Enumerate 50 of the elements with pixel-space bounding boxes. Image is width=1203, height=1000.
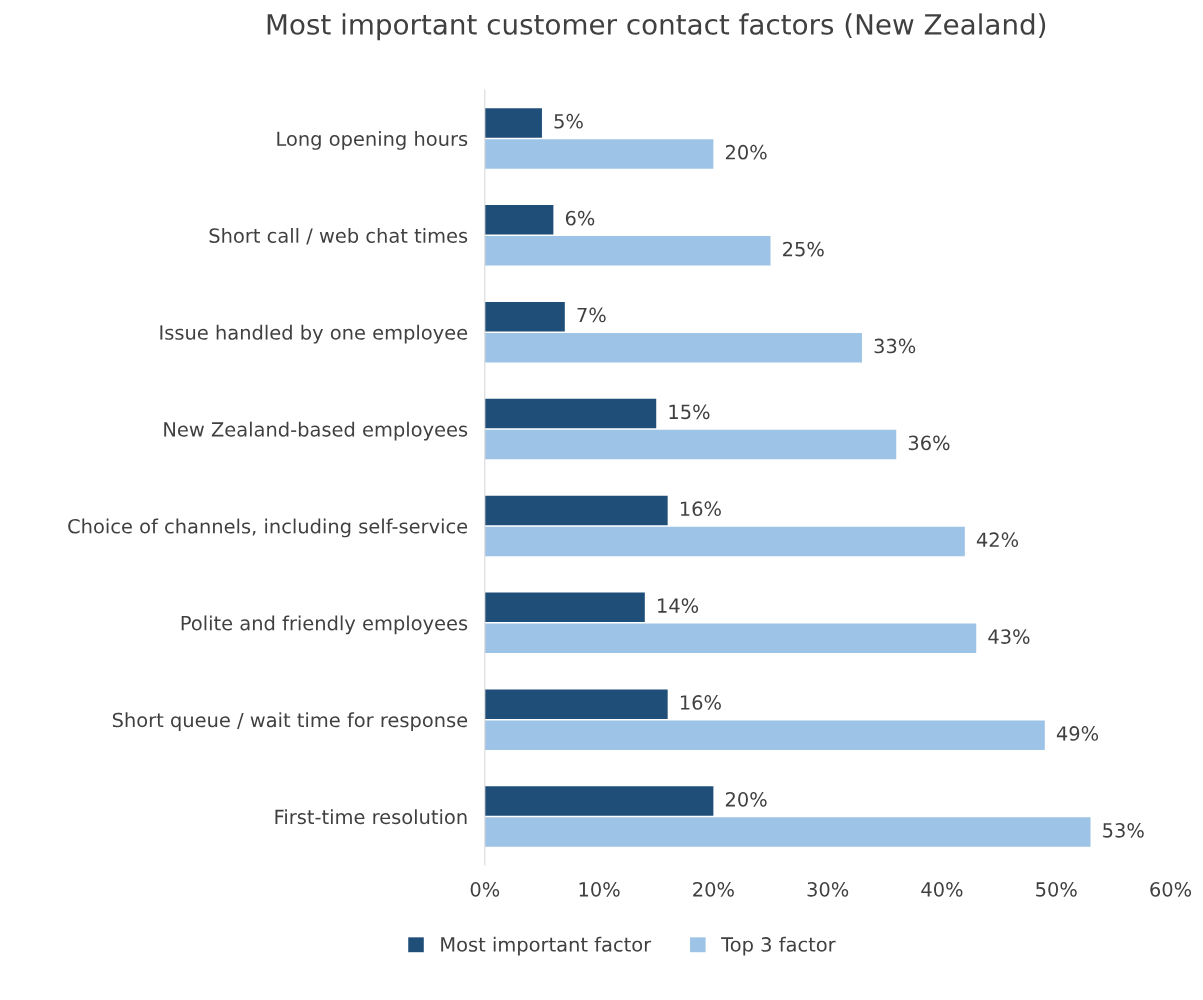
- data-label: 25%: [783, 241, 824, 257]
- data-label: 20%: [725, 144, 767, 160]
- data-label: 5%: [554, 113, 583, 129]
- bar: [484, 720, 1045, 750]
- x-tick-label: 40%: [921, 882, 963, 897]
- bar: [484, 689, 668, 719]
- chart-title: Most important customer contact factors (New Zealand): [267, 13, 1046, 41]
- data-label: 14%: [658, 598, 699, 613]
- y-tick-label: Choice of channels, including self-service: [68, 518, 468, 538]
- y-tick-label: Issue handled by one employee: [160, 324, 468, 344]
- bar: [484, 786, 714, 816]
- x-tick-label: 60%: [1150, 882, 1192, 897]
- data-label: 53%: [1103, 823, 1144, 838]
- bar: [484, 398, 657, 429]
- bar: [484, 526, 965, 557]
- y-tick-label: Short call / web chat times: [209, 227, 468, 245]
- bar: [484, 139, 714, 169]
- bar: [484, 817, 1091, 847]
- data-label: 16%: [680, 695, 721, 710]
- y-tick-label: Short queue / wait time for response: [112, 712, 468, 732]
- y-tick-label: New Zealand-based employees: [164, 421, 468, 441]
- legend-label: Most important factor: [441, 936, 652, 956]
- data-label: 43%: [988, 629, 1030, 644]
- data-label: 42%: [976, 532, 1019, 548]
- data-label: 16%: [680, 501, 721, 517]
- data-label: 15%: [669, 404, 710, 420]
- data-label: 20%: [725, 792, 767, 807]
- bar: [484, 592, 645, 623]
- bar: [484, 236, 771, 266]
- bar: [484, 205, 554, 235]
- x-tick-label: 10%: [579, 882, 620, 897]
- legend-label: Top 3 factor: [721, 936, 836, 956]
- y-tick-label: First-time resolution: [275, 809, 467, 825]
- data-label: 36%: [908, 435, 950, 451]
- x-tick-label: 20%: [693, 882, 734, 897]
- data-label: 7%: [577, 307, 606, 323]
- bar: [484, 108, 542, 138]
- y-tick-label: Long opening hours: [277, 131, 468, 150]
- x-tick-label: 0%: [470, 882, 500, 897]
- bar: [484, 332, 862, 363]
- x-tick-label: 30%: [807, 882, 849, 897]
- y-tick-label: Polite and friendly employees: [181, 615, 468, 635]
- x-tick-label: 50%: [1036, 882, 1077, 897]
- bar: [484, 495, 668, 526]
- data-label: 33%: [874, 338, 916, 354]
- bar: [484, 301, 565, 332]
- bar: [484, 623, 977, 654]
- data-label: 49%: [1056, 726, 1099, 741]
- data-label: 6%: [565, 210, 595, 226]
- bar: [484, 429, 897, 460]
